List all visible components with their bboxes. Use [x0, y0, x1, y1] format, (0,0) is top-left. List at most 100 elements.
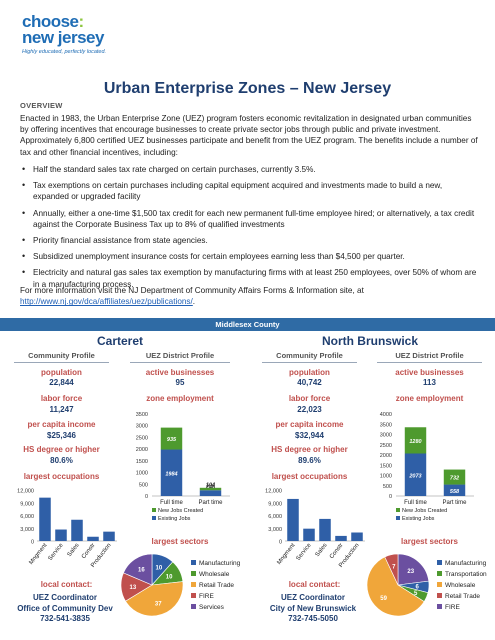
benefits-list: Half the standard sales tax rate charged… [20, 164, 480, 295]
data-label: 558 [450, 489, 460, 495]
hs-degree-value: 80.6% [50, 456, 73, 465]
benefit-item: Subsidized unemployment insurance costs … [20, 251, 480, 262]
legend-label: Existing Jobs [402, 516, 435, 522]
y-tick-label: 1500 [380, 463, 392, 469]
district-profile-heading: UEZ District Profile [145, 351, 215, 360]
y-tick-label: 1500 [136, 459, 148, 465]
legend-label: Existing Jobs [158, 516, 191, 522]
labor-force-label: labor force [40, 394, 83, 403]
data-label: 935 [167, 437, 177, 443]
bar-segment [404, 427, 427, 454]
largest-sectors-label: largest sectors [151, 537, 209, 546]
y-tick-label: 1000 [380, 474, 392, 480]
y-tick-label: 3000 [136, 424, 148, 430]
y-tick-label: 12,000 [17, 489, 34, 495]
population-value: 40,742 [297, 378, 322, 387]
more-info: For more information visit the NJ Depart… [20, 285, 478, 307]
divider [14, 362, 109, 363]
x-tick-label: Mngment [28, 542, 48, 566]
labor-force-label: labor force [288, 394, 331, 403]
y-tick-label: 2500 [380, 443, 392, 449]
data-label: 6 [416, 585, 420, 591]
employment-chart-north-brunswick: 0 500 1000 1500 2000 2500 3000 3500 4000 2073 1280… [380, 412, 474, 522]
y-tick-label: 9,000 [20, 501, 34, 507]
y-tick-label: 0 [31, 540, 34, 546]
benefit-item: Annually, either a one-time $1,500 tax c… [20, 208, 480, 230]
per-capita-income-value: $32,944 [295, 431, 324, 440]
data-label: 10 [166, 575, 173, 581]
data-label: 23 [407, 569, 414, 575]
y-tick-label: 3500 [136, 412, 148, 418]
legend-swatch [437, 560, 442, 565]
y-tick-label: 500 [383, 484, 392, 490]
contact-line: 732-541-3835 [40, 614, 90, 623]
contact-line: 732-745-5050 [288, 614, 338, 623]
x-tick-label: Mngment [276, 542, 296, 566]
population-value: 22,844 [49, 378, 74, 387]
legend-label: Manufacturing [445, 560, 487, 567]
legend-label: FIRE [199, 593, 214, 600]
y-tick-label: 2000 [136, 447, 148, 453]
x-tick-label: Sales [315, 543, 329, 559]
county-bar: Middlesex County [0, 318, 495, 331]
y-tick-label: 500 [139, 482, 148, 488]
legend-label: New Jobs Created [158, 508, 203, 514]
bar-segment [443, 484, 466, 496]
divider [377, 362, 482, 363]
x-tick-label: Constr [81, 543, 97, 561]
y-tick-label: 9,000 [268, 501, 282, 507]
bar-segment [443, 469, 466, 485]
active-businesses-label: active businesses [395, 368, 464, 377]
publications-link[interactable]: http://www.nj.gov/dca/affiliates/uez/pub… [20, 297, 193, 307]
benefit-item: Electricity and natural gas sales tax ex… [20, 267, 480, 289]
community-profile-heading: Community Profile [276, 351, 343, 360]
bar-segment [199, 490, 222, 496]
legend-label: Retail Trade [199, 582, 234, 589]
benefit-item: Priority financial assistance from state… [20, 235, 480, 246]
bar [351, 532, 363, 541]
labor-force-value: 22,023 [297, 405, 322, 414]
legend-swatch [191, 593, 196, 598]
data-label: 16 [138, 567, 145, 573]
bar [103, 531, 115, 541]
bar [55, 529, 67, 541]
legend-swatch [396, 508, 400, 512]
y-tick-label: 3000 [380, 433, 392, 439]
data-label: 732 [450, 476, 459, 482]
data-label: 7 [392, 565, 396, 571]
x-tick-label: Constr [329, 543, 345, 561]
y-tick-label: 6,000 [20, 514, 34, 520]
y-tick-label: 6,000 [268, 514, 282, 520]
data-label: 13 [129, 585, 136, 591]
legend-swatch [191, 560, 196, 565]
sectors-chart-north-brunswick: 23 65 59 7 Manufacturing Transportation Wholes… [366, 553, 487, 617]
legend-label: Manufacturing [199, 560, 241, 567]
municipality-name-carteret: Carteret [96, 334, 144, 348]
per-capita-income-value: $25,346 [47, 431, 76, 440]
largest-sectors-label: largest sectors [401, 537, 458, 546]
contact-line: UEZ Coordinator [33, 593, 97, 602]
zone-employment-label: zone employment [146, 394, 214, 403]
y-tick-label: 2500 [136, 435, 148, 441]
legend-label: Transportation [445, 571, 487, 578]
active-businesses-value: 95 [175, 378, 185, 387]
hs-degree-label: HS degree or higher [23, 445, 100, 454]
zone-employment-label: zone employment [395, 394, 464, 403]
data-label: 246 [205, 485, 216, 491]
pie-slice [397, 553, 430, 586]
data-label: 10 [156, 566, 163, 572]
choose-nj-logo: choose: new jersey Highly educated, perf… [22, 13, 122, 55]
local-contact-label: local contact: [40, 580, 93, 589]
per-capita-income-label: per capita income [275, 420, 344, 429]
x-tick-label: Sales [67, 543, 81, 559]
labor-force-value: 11,247 [49, 405, 74, 414]
largest-occupations-label: largest occupations [23, 472, 100, 481]
legend-swatch [437, 593, 442, 598]
legend-swatch [191, 571, 196, 576]
pie-slice [125, 581, 184, 617]
community-profile-heading: Community Profile [28, 351, 95, 360]
y-tick-label: 0 [145, 494, 148, 500]
data-label: 2073 [408, 473, 421, 479]
